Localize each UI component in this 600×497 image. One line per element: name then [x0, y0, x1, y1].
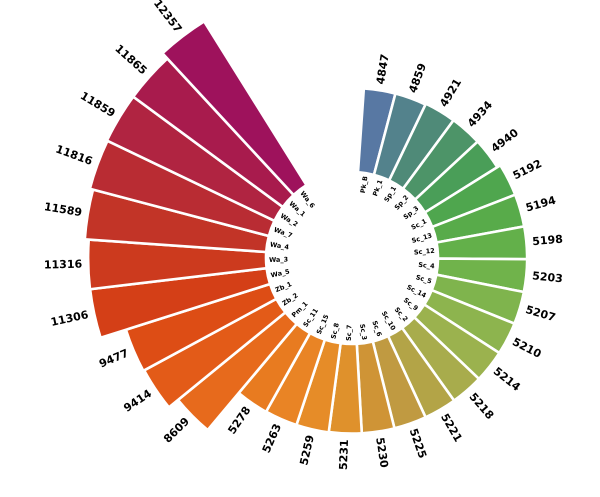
- bar-category-label: Zb_1: [274, 280, 293, 294]
- bar-value-label: 5203: [532, 269, 564, 285]
- bar-category-label: Wa_7: [273, 226, 294, 240]
- bar-value-label: 5192: [511, 157, 544, 182]
- bar-value-label: 5231: [337, 439, 351, 470]
- bar-category-label: Pk_1: [371, 178, 384, 197]
- bar-group-Sc_7: 5231 Sc_7: [327, 324, 364, 470]
- bar-value-label: 5210: [510, 335, 543, 361]
- bar-value-label: 11316: [44, 258, 83, 272]
- bar-category-label: Sc_1: [410, 217, 429, 232]
- bar-category-label: Sc_2: [393, 306, 410, 324]
- bar-category-label: Sc_4: [418, 261, 436, 271]
- bar-value-label: 11816: [54, 143, 95, 169]
- bar-category-label: Sc_3: [358, 323, 368, 340]
- bar-category-label: Sc_13: [411, 232, 433, 245]
- bar-category-label: Sc_6: [370, 320, 383, 338]
- bar-category-label: Wa_2: [279, 212, 300, 229]
- bar-value-label: 4847: [374, 53, 392, 85]
- bar-category-label: Pk_B: [359, 175, 370, 193]
- bar-value-label: 5278: [225, 404, 253, 437]
- bar-category-label: Wa_4: [269, 240, 290, 251]
- bar-value-label: 11859: [78, 89, 118, 120]
- bar-category-label: Wa_5: [270, 267, 291, 279]
- bar-category-label: Sp_3: [402, 204, 420, 221]
- bar-category-label: Sc_9: [402, 296, 420, 313]
- bar-value-label: 8609: [161, 415, 192, 446]
- bar-group-Sc_12: 5198 Sc_12: [414, 225, 564, 261]
- bar-value-label: 5221: [438, 411, 465, 444]
- bar-category-label: Wa_3: [269, 256, 288, 264]
- bar-value-label: 4859: [406, 62, 429, 95]
- bar-category-label: Sc_15: [315, 313, 331, 336]
- bar-value-label: 11865: [112, 42, 149, 77]
- bar-value-label: 5214: [491, 365, 523, 394]
- bar-category-label: Sp_2: [393, 193, 410, 211]
- bar-value-label: 4934: [465, 98, 495, 130]
- bar-category-label: Sc_12: [414, 247, 435, 257]
- bar-value-label: 5207: [524, 303, 557, 324]
- bar-value-label: 11306: [49, 308, 89, 329]
- bar-value-label: 12357: [151, 0, 185, 35]
- bar-value-label: 5218: [466, 390, 496, 422]
- bar-value-label: 9414: [121, 387, 154, 415]
- bar-value-label: 4921: [437, 76, 464, 109]
- bar-value-label: 5263: [260, 422, 284, 455]
- bar-category-label: Sc_5: [415, 273, 433, 285]
- bar-value-label: 5230: [373, 436, 390, 469]
- bar-value-label: 5194: [524, 194, 557, 215]
- bar-value-label: 9477: [97, 347, 130, 371]
- bar-wedge: [161, 20, 308, 197]
- bar-category-label: Zb_2: [281, 291, 300, 307]
- bar-category-label: Sc_8: [329, 322, 341, 340]
- bar-value-label: 5259: [297, 434, 317, 467]
- bar-value-label: 4940: [489, 126, 521, 155]
- bar-category-label: Sp_1: [383, 184, 399, 203]
- bar-category-label: Sc_7: [345, 324, 354, 341]
- bar-value-label: 5198: [532, 233, 564, 249]
- bar-value-label: 11589: [43, 200, 83, 219]
- bar-value-label: 5225: [407, 427, 429, 460]
- bar-group-Pk_B: 4847 Pk_B: [356, 53, 397, 194]
